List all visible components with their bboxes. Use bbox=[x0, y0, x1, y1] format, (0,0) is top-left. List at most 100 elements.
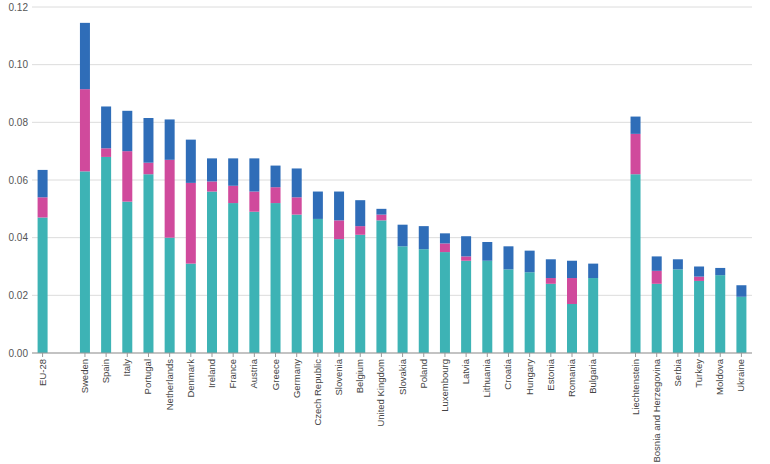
x-tick bbox=[699, 353, 700, 357]
x-tick-label: Slovenia bbox=[333, 358, 344, 395]
y-tick-label: 0.12 bbox=[9, 2, 29, 13]
grid-line bbox=[32, 7, 752, 8]
x-tick-label: France bbox=[227, 359, 238, 389]
bar-segment bbox=[694, 277, 704, 281]
x-tick bbox=[741, 353, 742, 357]
bar-segment bbox=[631, 117, 641, 134]
x-tick-label: Poland bbox=[418, 359, 429, 389]
bar-segment bbox=[165, 119, 175, 159]
x-tick-label: Hungary bbox=[524, 359, 535, 395]
x-tick bbox=[466, 353, 467, 357]
bar-segment bbox=[228, 186, 238, 203]
bar-segment bbox=[207, 158, 217, 181]
bar-segment bbox=[334, 220, 344, 239]
page: {"chart_data": { "type": "bar", "stacked… bbox=[0, 0, 770, 464]
bar-segment bbox=[249, 192, 259, 212]
bar-segment bbox=[292, 215, 302, 353]
x-tick bbox=[275, 353, 276, 357]
bar-segment bbox=[652, 284, 662, 353]
x-tick-label: Latvia bbox=[460, 358, 471, 384]
bar-segment bbox=[165, 160, 175, 238]
y-tick-label: 0.00 bbox=[9, 348, 29, 359]
bar-segment bbox=[694, 267, 704, 277]
bar-segment bbox=[461, 256, 471, 260]
bar-segment bbox=[567, 261, 577, 278]
x-tick-label: Spain bbox=[100, 359, 111, 383]
y-tick-label: 0.08 bbox=[9, 117, 29, 128]
x-tick bbox=[42, 353, 43, 357]
bar-segment bbox=[122, 151, 132, 201]
x-tick bbox=[656, 353, 657, 357]
grid-line bbox=[32, 180, 752, 181]
bar-segment bbox=[440, 243, 450, 252]
grid bbox=[32, 7, 752, 353]
bar-segment bbox=[419, 249, 429, 353]
y-tick-label: 0.06 bbox=[9, 175, 29, 186]
bar-segment bbox=[546, 278, 556, 284]
x-tick bbox=[444, 353, 445, 357]
y-tick-label: 0.10 bbox=[9, 59, 29, 70]
y-tick-labels: 0.000.020.040.060.080.100.12 bbox=[9, 2, 29, 359]
bar-segment bbox=[652, 271, 662, 284]
bar-segment bbox=[38, 170, 48, 197]
x-tick bbox=[487, 353, 488, 357]
x-tick-label: Serbia bbox=[672, 358, 683, 386]
bar-segment bbox=[673, 269, 683, 353]
bar-segment bbox=[355, 226, 365, 235]
x-tick-label: Sweden bbox=[79, 359, 90, 393]
bar-segment bbox=[249, 212, 259, 353]
x-tick-label: Slovakia bbox=[397, 358, 408, 395]
x-tick-label: Turkey bbox=[693, 359, 704, 388]
bar-segment bbox=[525, 251, 535, 273]
bar-segment bbox=[186, 183, 196, 264]
bar-segment bbox=[715, 275, 725, 353]
x-tick bbox=[423, 353, 424, 357]
x-tick bbox=[508, 353, 509, 357]
bar-segment bbox=[38, 197, 48, 217]
bar-segment bbox=[482, 242, 492, 261]
x-tick-label: Bulgaria bbox=[587, 358, 598, 394]
x-tick-label: Estonia bbox=[545, 358, 556, 390]
bar-segment bbox=[588, 264, 598, 278]
bar-segment bbox=[186, 264, 196, 353]
x-tick bbox=[190, 353, 191, 357]
bar-segment bbox=[398, 225, 408, 247]
bar-segment bbox=[101, 157, 111, 353]
bar-segment bbox=[143, 118, 153, 163]
bars bbox=[38, 23, 747, 353]
bar-segment bbox=[440, 233, 450, 243]
x-tick bbox=[317, 353, 318, 357]
bar-segment bbox=[567, 304, 577, 353]
y-tick-label: 0.04 bbox=[9, 232, 29, 243]
x-tick-label: Belgium bbox=[354, 359, 365, 393]
bar-segment bbox=[503, 246, 513, 269]
x-tick bbox=[233, 353, 234, 357]
bar-segment bbox=[546, 259, 556, 278]
x-tick-label: Ukraine bbox=[735, 359, 746, 392]
x-tick-label: United Kingdom bbox=[375, 359, 386, 427]
x-tick bbox=[635, 353, 636, 357]
x-tick-label: Denmark bbox=[185, 359, 196, 398]
x-tick-label: Netherlands bbox=[164, 359, 175, 410]
grid-line bbox=[32, 64, 752, 65]
bar-segment bbox=[694, 281, 704, 353]
bar-segment bbox=[631, 174, 641, 353]
bar-segment bbox=[101, 148, 111, 157]
x-tick-labels: EU-28SwedenSpainItalyPortugalNetherlands… bbox=[37, 353, 747, 463]
bar-segment bbox=[313, 192, 323, 219]
chart: 0.000.020.040.060.080.100.12EU-28SwedenS… bbox=[0, 0, 770, 464]
x-tick-label: Bosnia and Herzegovina bbox=[651, 358, 662, 462]
bar-segment bbox=[143, 163, 153, 175]
x-tick-label: EU-28 bbox=[37, 359, 48, 386]
bar-segment bbox=[186, 140, 196, 183]
bar-segment bbox=[376, 215, 386, 221]
x-tick bbox=[572, 353, 573, 357]
x-tick bbox=[254, 353, 255, 357]
bar-segment bbox=[736, 297, 746, 353]
x-tick-label: Moldova bbox=[714, 358, 725, 395]
bar-segment bbox=[207, 192, 217, 353]
bar-segment bbox=[461, 261, 471, 353]
x-tick bbox=[296, 353, 297, 357]
bar-segment bbox=[546, 284, 556, 353]
bar-segment bbox=[271, 203, 281, 353]
